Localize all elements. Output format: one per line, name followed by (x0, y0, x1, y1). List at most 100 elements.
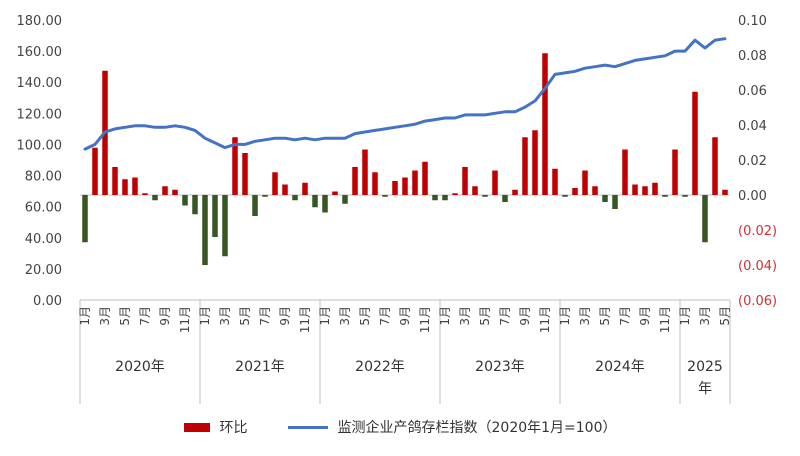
legend-label-line: 监测企业产鸽存栏指数（2020年1月=100） (337, 420, 617, 436)
bar-mom (712, 137, 718, 195)
bar-mom (592, 186, 598, 195)
right-axis-tick-label: (0.04) (738, 259, 777, 274)
bar-mom (672, 149, 678, 195)
right-axis-tick-label: (0.02) (738, 224, 777, 239)
month-tick-label: 7月 (618, 306, 632, 326)
left-axis-tick-label: 60.00 (25, 201, 62, 216)
left-axis-tick-label: 180.00 (17, 14, 63, 29)
legend-label-bar: 环比 (219, 420, 248, 436)
bar-mom (82, 195, 88, 243)
bar-mom (152, 195, 158, 201)
bar-mom (582, 170, 588, 195)
bar-mom (682, 195, 688, 197)
bar-mom (532, 130, 538, 195)
year-label: 2025 年 (687, 359, 723, 397)
month-tick-label: 9月 (518, 306, 532, 326)
month-tick-label: 1月 (558, 306, 572, 326)
month-tick-label: 11月 (418, 306, 432, 333)
bar-mom (522, 137, 528, 195)
bar-mom (182, 195, 188, 206)
bar-mom (572, 188, 578, 195)
month-tick-label: 3月 (458, 306, 472, 326)
right-axis-tick-label: 0.10 (738, 14, 767, 29)
month-tick-label: 1月 (198, 306, 212, 326)
bar-mom (162, 186, 168, 195)
legend-swatch-line (287, 425, 328, 429)
bar-mom (462, 167, 468, 195)
month-tick-label: 3月 (338, 306, 352, 326)
bar-mom (642, 186, 648, 195)
bar-mom (252, 195, 258, 216)
month-tick-label: 5月 (358, 306, 372, 326)
bar-mom (262, 195, 268, 197)
month-tick-label: 1月 (318, 306, 332, 326)
bar-mom (132, 177, 138, 195)
left-axis-tick-label: 160.00 (17, 45, 63, 60)
month-tick-label: 5月 (238, 306, 252, 326)
bar-mom (342, 195, 348, 204)
bar-mom (302, 182, 308, 195)
bar-mom (92, 147, 98, 195)
left-axis-tick-label: 20.00 (25, 263, 62, 278)
bar-mom (272, 172, 278, 195)
bar-mom (202, 195, 208, 265)
month-tick-label: 7月 (138, 306, 152, 326)
month-tick-label: 11月 (658, 306, 672, 333)
bar-mom (112, 167, 118, 195)
legend-swatch-bar (183, 422, 210, 432)
bar-mom (552, 168, 558, 195)
month-tick-label: 5月 (718, 306, 732, 326)
bar-mom (242, 153, 248, 195)
bar-mom (372, 172, 378, 195)
bar-mom (542, 53, 548, 195)
bar-mom (212, 195, 218, 237)
bar-mom (622, 149, 628, 195)
bar-mom (292, 195, 298, 201)
month-tick-label: 3月 (218, 306, 232, 326)
bar-mom (702, 195, 708, 243)
legend: 环比 监测企业产鸽存栏指数（2020年1月=100） (0, 412, 800, 442)
bar-mom (692, 91, 698, 195)
year-label: 2020年 (115, 359, 165, 375)
month-tick-label: 1月 (78, 306, 92, 326)
month-tick-label: 9月 (278, 306, 292, 326)
right-axis-tick-label: 0.02 (738, 154, 767, 169)
bar-mom (412, 170, 418, 195)
month-tick-label: 7月 (498, 306, 512, 326)
bar-mom (482, 195, 488, 197)
month-tick-label: 1月 (678, 306, 692, 326)
month-tick-label: 7月 (258, 306, 272, 326)
bar-mom (602, 195, 608, 202)
bar-mom (512, 189, 518, 195)
bar-mom (442, 195, 448, 201)
month-tick-label: 9月 (158, 306, 172, 326)
bar-mom (362, 149, 368, 195)
bar-mom (222, 195, 228, 257)
bar-mom (312, 195, 318, 208)
month-tick-label: 11月 (178, 306, 192, 333)
bar-mom (232, 137, 238, 195)
left-axis-tick-label: 80.00 (25, 170, 62, 185)
bar-mom (662, 195, 668, 197)
month-tick-label: 1月 (438, 306, 452, 326)
bar-mom (282, 184, 288, 195)
month-tick-label: 5月 (118, 306, 132, 326)
bar-mom (392, 181, 398, 195)
bar-mom (492, 170, 498, 195)
bar-mom (352, 167, 358, 195)
bar-mom (172, 189, 178, 195)
bar-mom (652, 182, 658, 195)
month-tick-label: 11月 (298, 306, 312, 333)
right-axis-tick-label: 0.06 (738, 84, 767, 99)
month-tick-label: 9月 (638, 306, 652, 326)
year-label: 2023年 (475, 359, 525, 375)
left-axis-tick-label: 0.00 (33, 294, 62, 309)
left-axis-tick-label: 40.00 (25, 232, 62, 247)
month-tick-label: 11月 (538, 306, 552, 333)
bar-mom (452, 193, 458, 195)
bar-mom (332, 191, 338, 195)
legend-item-line: 监测企业产鸽存栏指数（2020年1月=100） (287, 417, 617, 437)
line-index (83, 37, 727, 151)
bar-mom (382, 195, 388, 197)
